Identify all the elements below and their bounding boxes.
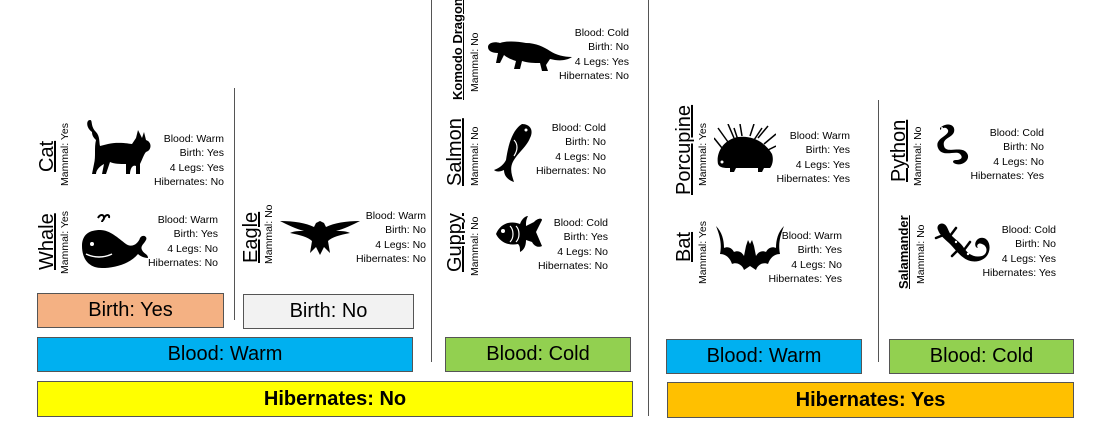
animal-attributes: Blood: Warm Birth: Yes 4 Legs: No Hibern…: [768, 229, 842, 286]
birth-yes-group: Birth: Yes: [37, 293, 224, 328]
animal-attributes: Blood: Cold Birth: No 4 Legs: No Hiberna…: [970, 126, 1044, 183]
animal-attributes: Blood: Cold Birth: No 4 Legs: Yes Hibern…: [559, 26, 629, 83]
hibernates-value: Hibernates: Yes: [776, 172, 850, 185]
fish-icon: [494, 212, 544, 254]
legs-value: 4 Legs: No: [167, 242, 218, 255]
birth-value: Birth: Yes: [179, 147, 224, 160]
bat-icon: [716, 222, 784, 274]
divider-birth: [234, 88, 235, 320]
hibernates-value: Hibernates: No: [558, 69, 629, 82]
birth-value: Birth: Yes: [805, 144, 850, 157]
animal-attributes: Blood: Warm Birth: Yes 4 Legs: Yes Hiber…: [154, 132, 224, 189]
mammal-label: Mammal: No: [469, 32, 481, 92]
blood-warm-group-right: Blood: Warm: [666, 339, 862, 374]
hibernates-yes-group: Hibernates: Yes: [667, 382, 1074, 418]
hibernates-value: Hibernates: No: [153, 175, 224, 188]
birth-value: Birth: No: [588, 41, 629, 54]
mammal-label: Mammal: Yes: [697, 122, 709, 186]
animal-attributes: Blood: Warm Birth: Yes 4 Legs: Yes Hiber…: [776, 129, 850, 186]
legs-value: 4 Legs: No: [555, 150, 606, 163]
legs-value: 4 Legs: Yes: [574, 55, 629, 68]
hibernates-value: Hibernates: Yes: [768, 272, 842, 285]
animal-attributes: Blood: Cold Birth: Yes 4 Legs: No Hibern…: [538, 216, 608, 273]
animal-attributes: Blood: Warm Birth: No 4 Legs: No Hiberna…: [356, 209, 426, 266]
mammal-label: Mammal: No: [915, 224, 927, 284]
blood-value: Blood: Cold: [989, 127, 1044, 139]
mammal-label: Mammal: No: [263, 204, 275, 264]
hibernates-value: Hibernates: No: [535, 164, 606, 177]
birth-value: Birth: Yes: [563, 231, 608, 244]
divider-hibernates: [648, 0, 649, 416]
blood-value: Blood: Cold: [553, 217, 608, 229]
animal-attributes: Blood: Warm Birth: Yes 4 Legs: No Hibern…: [148, 213, 218, 270]
animal-name: Porcupine: [673, 104, 695, 195]
legs-value: 4 Legs: No: [557, 245, 608, 258]
blood-value: Blood: Warm: [789, 130, 850, 142]
blood-cold-group-left: Blood: Cold: [445, 337, 631, 372]
salamander-icon: [932, 220, 990, 270]
animal-name: Guppy: [444, 213, 466, 272]
blood-value: Blood: Cold: [1001, 224, 1056, 236]
eagle-icon: [280, 213, 360, 257]
cat-icon: [80, 108, 158, 186]
snake-icon: [932, 120, 982, 170]
mammal-label: Mammal: No: [912, 126, 924, 186]
legs-value: 4 Legs: No: [993, 155, 1044, 168]
legs-value: 4 Legs: Yes: [1001, 252, 1056, 265]
animal-name: Salamander: [896, 215, 911, 289]
birth-no-group: Birth: No: [243, 294, 414, 329]
blood-value: Blood: Warm: [781, 230, 842, 242]
legs-value: 4 Legs: No: [375, 238, 426, 251]
blood-value: Blood: Warm: [163, 133, 224, 145]
divider-blood-left: [431, 0, 432, 362]
animal-name: Komodo Dragon: [450, 0, 465, 100]
whale-icon: [78, 210, 152, 272]
animal-name: Python: [888, 119, 910, 182]
animal-attributes: Blood: Cold Birth: No 4 Legs: Yes Hibern…: [982, 223, 1056, 280]
animal-name: Cat: [36, 140, 58, 172]
divider-blood-right: [878, 100, 879, 362]
blood-warm-group-left: Blood: Warm: [37, 337, 413, 372]
hibernates-value: Hibernates: Yes: [982, 266, 1056, 279]
animal-name: Whale: [36, 213, 58, 270]
mammal-label: Mammal: No: [469, 126, 481, 186]
hibernates-no-group: Hibernates: No: [37, 381, 633, 417]
animal-name: Bat: [673, 231, 695, 262]
blood-value: Blood: Warm: [157, 214, 218, 226]
blood-cold-group-right: Blood: Cold: [889, 339, 1074, 374]
salmon-icon: [492, 120, 536, 184]
blood-value: Blood: Cold: [574, 27, 629, 39]
blood-value: Blood: Warm: [365, 210, 426, 222]
hibernates-value: Hibernates: No: [537, 259, 608, 272]
animal-name: Salmon: [444, 118, 466, 186]
mammal-label: Mammal: Yes: [59, 210, 71, 274]
animal-attributes: Blood: Cold Birth: No 4 Legs: No Hiberna…: [536, 121, 606, 178]
blood-value: Blood: Cold: [551, 122, 606, 134]
birth-value: Birth: No: [1015, 238, 1056, 251]
porcupine-icon: [714, 124, 776, 176]
mammal-label: Mammal: No: [469, 216, 481, 276]
mammal-label: Mammal: Yes: [59, 122, 71, 186]
birth-value: Birth: Yes: [797, 244, 842, 257]
hibernates-value: Hibernates: Yes: [970, 169, 1044, 182]
legs-value: 4 Legs: Yes: [795, 158, 850, 171]
legs-value: 4 Legs: Yes: [169, 161, 224, 174]
lizard-icon: [486, 35, 574, 75]
hibernates-value: Hibernates: No: [355, 252, 426, 265]
animal-name: Eagle: [240, 211, 262, 263]
hibernates-value: Hibernates: No: [147, 256, 218, 269]
birth-value: Birth: No: [1003, 141, 1044, 154]
mammal-label: Mammal: Yes: [697, 220, 709, 284]
legs-value: 4 Legs: No: [791, 258, 842, 271]
birth-value: Birth: No: [385, 224, 426, 237]
birth-value: Birth: Yes: [173, 228, 218, 241]
birth-value: Birth: No: [565, 136, 606, 149]
